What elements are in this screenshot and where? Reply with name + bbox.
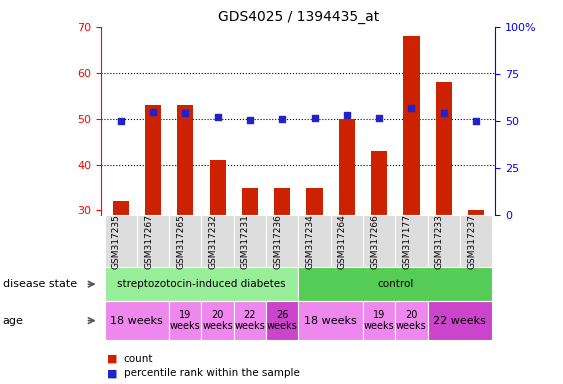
Text: 20
weeks: 20 weeks bbox=[396, 310, 427, 331]
Title: GDS4025 / 1394435_at: GDS4025 / 1394435_at bbox=[218, 10, 379, 25]
Text: 19
weeks: 19 weeks bbox=[170, 310, 200, 331]
Text: GSM317237: GSM317237 bbox=[467, 215, 476, 269]
Point bbox=[310, 115, 319, 121]
Point bbox=[116, 118, 125, 124]
Bar bbox=[403, 36, 419, 348]
Text: 20
weeks: 20 weeks bbox=[202, 310, 233, 331]
Point bbox=[374, 115, 383, 121]
Text: count: count bbox=[124, 354, 153, 364]
Text: 19
weeks: 19 weeks bbox=[364, 310, 395, 331]
Text: 18 weeks: 18 weeks bbox=[110, 316, 163, 326]
Point bbox=[181, 110, 190, 116]
Point bbox=[472, 118, 481, 124]
Point bbox=[342, 112, 351, 118]
Text: 18 weeks: 18 weeks bbox=[305, 316, 357, 326]
Bar bbox=[436, 82, 452, 348]
Text: age: age bbox=[3, 316, 24, 326]
Text: GSM317265: GSM317265 bbox=[176, 215, 185, 269]
Bar bbox=[306, 187, 323, 348]
Text: GSM317177: GSM317177 bbox=[403, 214, 412, 270]
Text: GSM317235: GSM317235 bbox=[111, 215, 120, 269]
Point bbox=[245, 117, 254, 123]
Text: GSM317231: GSM317231 bbox=[241, 215, 250, 269]
Bar bbox=[145, 105, 161, 348]
Point bbox=[149, 109, 158, 115]
Text: control: control bbox=[377, 279, 413, 289]
Text: GSM317267: GSM317267 bbox=[144, 215, 153, 269]
Point bbox=[439, 110, 448, 116]
Text: GSM317233: GSM317233 bbox=[435, 215, 444, 269]
Point bbox=[407, 105, 416, 111]
Bar bbox=[113, 201, 129, 348]
Bar bbox=[468, 210, 484, 348]
Text: GSM317234: GSM317234 bbox=[306, 215, 315, 269]
Text: GSM317266: GSM317266 bbox=[370, 215, 379, 269]
Bar bbox=[274, 187, 291, 348]
Bar bbox=[339, 119, 355, 348]
Text: disease state: disease state bbox=[3, 279, 77, 289]
Point bbox=[213, 114, 222, 120]
Bar bbox=[371, 151, 387, 348]
Bar bbox=[242, 187, 258, 348]
Text: percentile rank within the sample: percentile rank within the sample bbox=[124, 368, 300, 378]
Point bbox=[278, 116, 287, 122]
Text: 26
weeks: 26 weeks bbox=[267, 310, 298, 331]
Text: 22 weeks: 22 weeks bbox=[434, 316, 486, 326]
Text: ■: ■ bbox=[108, 354, 118, 364]
Text: GSM317264: GSM317264 bbox=[338, 215, 347, 269]
Text: 22
weeks: 22 weeks bbox=[235, 310, 265, 331]
Bar bbox=[177, 105, 194, 348]
Text: GSM317236: GSM317236 bbox=[273, 215, 282, 269]
Text: ■: ■ bbox=[108, 368, 118, 378]
Bar bbox=[209, 160, 226, 348]
Text: GSM317232: GSM317232 bbox=[209, 215, 218, 269]
Text: streptozotocin-induced diabetes: streptozotocin-induced diabetes bbox=[117, 279, 286, 289]
